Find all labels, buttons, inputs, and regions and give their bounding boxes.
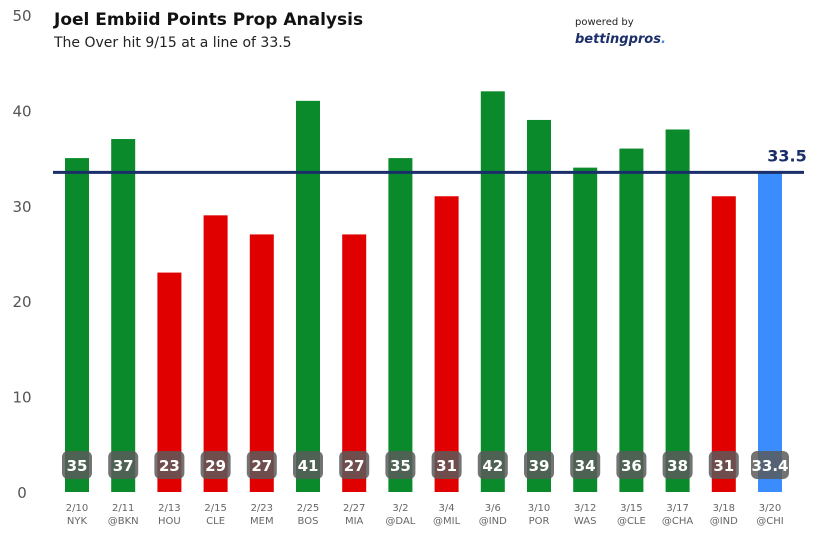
bar-3-6 [480,91,505,492]
x-tick-opponent: @MIL [433,516,461,527]
value-label: 27 [344,457,365,475]
bar-3-20 [758,173,782,492]
value-badge [477,451,508,479]
x-tick-date: 3/20 [759,503,781,514]
x-tick-opponent: @IND [479,516,507,527]
value-label: 33.4 [751,457,788,475]
x-tick-date: 2/15 [204,503,226,514]
value-badge [751,451,789,479]
logo-text: bettingpros [575,32,661,47]
x-tick-date: 3/6 [485,503,501,514]
x-tick-date: 2/25 [297,503,319,514]
x-tick-date: 2/11 [112,503,134,514]
value-label: 38 [667,457,688,475]
x-tick-opponent: @DAL [385,516,415,527]
x-tick-opponent: @CLE [617,516,646,527]
value-badge [662,451,693,479]
y-tick-label: 30 [12,198,31,216]
bettingpros-logo[interactable]: bettingpros. [575,32,666,47]
bar-3-10 [527,119,551,492]
value-badge [524,451,554,479]
x-tick-opponent: @CHA [662,516,694,527]
value-label: 41 [298,457,319,475]
bar-3-12 [573,167,598,492]
x-tick-opponent: @BKN [108,516,139,527]
value-label: 35 [390,457,411,475]
value-label: 42 [482,457,503,475]
x-tick-date: 3/17 [666,503,688,514]
y-tick-label: 10 [12,389,31,407]
x-tick-date: 2/27 [343,503,365,514]
y-tick-label: 20 [12,293,31,311]
value-label: 34 [575,457,596,475]
x-tick-date: 3/15 [620,503,642,514]
powered-by-text: powered by [575,17,634,28]
bar-3-18 [711,196,736,492]
x-tick-opponent: @CHI [756,516,783,527]
value-label: 27 [251,457,272,475]
y-tick-label: 0 [17,484,27,502]
value-label: 23 [159,457,180,475]
bar-2-15 [203,215,228,492]
bar-3-4 [434,196,459,492]
value-badge [708,451,739,479]
chart-subtitle: The Over hit 9/15 at a line of 33.5 [54,35,292,51]
x-tick-opponent: @IND [710,516,738,527]
value-label: 31 [436,457,457,475]
chart-title: Joel Embiid Points Prop Analysis [54,10,364,30]
bar-2-23 [249,234,274,493]
bar-2-27 [342,234,367,493]
value-label: 29 [205,457,226,475]
value-badge [431,451,462,479]
value-badge [200,451,231,479]
value-badge [62,451,92,479]
x-tick-opponent: WAS [574,516,597,527]
x-tick-opponent: CLE [206,516,225,527]
x-tick-opponent: POR [529,516,550,527]
value-badge [616,451,647,479]
bar-2-11 [111,139,136,492]
bar-3-2 [388,158,413,492]
value-label: 37 [113,457,134,475]
value-label: 39 [529,457,550,475]
x-tick-date: 3/2 [392,503,408,514]
prop-line-label: 33.5 [767,146,806,165]
value-badge [293,451,323,479]
x-tick-opponent: BOS [298,516,319,527]
value-label: 35 [67,457,88,475]
x-tick-date: 2/23 [251,503,273,514]
x-tick-date: 3/4 [439,503,455,514]
value-badge [339,451,370,479]
bar-2-10 [65,158,89,492]
value-label: 36 [621,457,642,475]
y-tick-label: 50 [12,7,31,25]
bar-3-17 [665,129,690,493]
value-badge [246,451,277,479]
x-tick-date: 2/13 [158,503,180,514]
x-tick-opponent: MEM [250,516,274,527]
bar-3-15 [619,148,644,492]
value-badge [385,451,416,479]
x-tick-opponent: HOU [158,516,181,527]
x-tick-date: 3/18 [713,503,735,514]
x-tick-opponent: NYK [67,516,88,527]
bar-2-25 [296,100,320,493]
value-label: 31 [713,457,734,475]
value-badge [570,451,601,479]
y-tick-label: 40 [12,102,31,120]
value-badge [154,451,185,479]
logo-suffix: . [660,32,666,47]
value-badge [108,451,139,479]
x-tick-date: 3/10 [528,503,550,514]
x-tick-opponent: MIA [345,516,364,527]
x-tick-date: 3/12 [574,503,596,514]
x-tick-date: 2/10 [66,503,88,514]
